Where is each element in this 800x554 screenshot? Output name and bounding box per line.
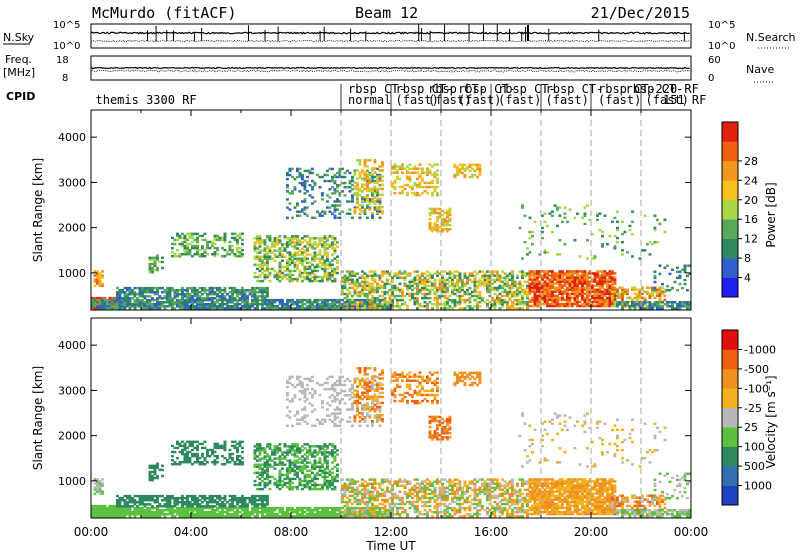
station-title: McMurdo (fitACF) <box>92 4 237 22</box>
y-tick-label: 2000 <box>58 222 86 235</box>
x-tick-label: 00:00 <box>74 525 109 539</box>
cpid-entry: normal <box>348 93 391 107</box>
colorbar-swatch <box>722 160 738 181</box>
cpid-entry: 151 RF <box>663 93 706 107</box>
colorbar-swatch <box>722 407 738 428</box>
velocity-panel: 1000 2000 3000 4000 Slant Range [km] 1000 50… <box>31 317 778 519</box>
colorbar-tick-label: 20 <box>744 194 758 207</box>
y-tick-label: 1000 <box>58 267 86 280</box>
colorbar-swatch <box>722 330 738 350</box>
nsky-tick-bottom: 10^0 <box>53 41 80 52</box>
x-tick-label: 00:00 <box>674 525 709 539</box>
colorbar-tick-label: 24 <box>744 174 758 187</box>
colorbar-tick-label: 4 <box>744 272 751 285</box>
colorbar-swatch <box>722 485 738 506</box>
y-tick-label: 4000 <box>58 131 86 144</box>
cpid-entry: (fast) <box>498 93 541 107</box>
colorbar-swatch <box>722 141 738 162</box>
colorbar-tick-label: 25 <box>744 421 758 434</box>
cpid-entry: (fast) <box>458 93 501 107</box>
cpid-entry: themis 3300 RF <box>96 93 197 107</box>
freq-panel: Freq. [MHz] 18 8 60 0 Nave <box>3 53 774 84</box>
cpid-panel: CPID themis 3300 RF rbsp CT-normal rbsp CT… <box>6 82 706 110</box>
colorbar-swatch <box>722 466 738 486</box>
cpid-entry: (fast) <box>546 93 589 107</box>
cpid-entry: 220 RF <box>656 82 699 96</box>
nsearch-tick-bottom: 10^0 <box>708 41 735 52</box>
freq-label-line1: Freq. <box>5 53 32 66</box>
freq-label-line2: [MHz] <box>3 66 35 79</box>
colorbar-tick-label: -1000 <box>744 343 776 356</box>
nsky-label: N.Sky <box>3 31 35 44</box>
nsearch-label: N.Search <box>746 31 796 44</box>
power-panel: 1000 2000 3000 4000 Slant Range [km] 4 8 12 16… <box>31 109 778 311</box>
cpid-entry: rbsp CT- <box>396 82 454 96</box>
cpid-entry: rbsp CT- <box>626 82 684 96</box>
colorbar-tick-label: 500 <box>744 460 765 473</box>
nsky-frame <box>90 23 692 49</box>
x-tick-label: 16:00 <box>474 525 509 539</box>
y-tick-label: 1000 <box>58 475 86 488</box>
colorbar-swatch <box>722 368 738 389</box>
cpid-entry: (fast) <box>646 93 689 107</box>
y-tick-label: 3000 <box>58 384 86 397</box>
cpid-entry: rbsp CT- <box>458 82 516 96</box>
y-tick-label: 3000 <box>58 176 86 189</box>
colorbar-tick-label: 28 <box>744 155 758 168</box>
colorbar-swatch <box>722 258 738 278</box>
cpid-entry: rbsp CT- <box>428 82 486 96</box>
colorbar-swatch <box>722 219 738 239</box>
freq-tick-bottom: 8 <box>62 73 68 84</box>
colorbar-tick-label: -500 <box>744 363 769 376</box>
nsky-traces <box>90 24 690 43</box>
date-title: 21/Dec/2015 <box>591 4 690 22</box>
colorbar-swatch <box>722 122 738 142</box>
velocity-heatmap-cells <box>91 367 692 518</box>
freq-traces <box>90 66 690 73</box>
velocity-colorbar-label: Velocity [m s⁻¹] <box>764 375 778 468</box>
colorbar-tick-label: 100 <box>744 441 765 454</box>
cpid-entry: (fast) <box>428 93 471 107</box>
colorbar-tick-label: 1000 <box>744 480 772 493</box>
cpid-entry: (fast) <box>396 93 439 107</box>
x-tick-label: 12:00 <box>374 525 409 539</box>
x-tick-label: 04:00 <box>174 525 209 539</box>
nsearch-tick-top: 10^5 <box>708 20 735 31</box>
velocity-ylabel: Slant Range [km] <box>31 366 45 470</box>
power-ylabel: Slant Range [km] <box>31 158 45 262</box>
y-tick-label: 4000 <box>58 339 86 352</box>
power-heatmap-cells <box>91 159 692 310</box>
power-colorbar-label: Power [dB] <box>764 182 778 247</box>
colorbar-swatch <box>722 238 738 259</box>
nave-tick-bottom: 0 <box>708 73 714 84</box>
nsky-panel: N.Sky 10^5 10^0 10^5 10^0 N.Search <box>3 20 796 52</box>
colorbar-swatch <box>722 349 738 370</box>
y-tick-label: 2000 <box>58 430 86 443</box>
x-tick-label: 08:00 <box>274 525 309 539</box>
colorbar-tick-label: -25 <box>744 402 762 415</box>
freq-tick-top: 18 <box>56 55 69 66</box>
colorbar-swatch <box>722 427 738 447</box>
nsky-tick-top: 10^5 <box>53 20 80 31</box>
cpid-label: CPID <box>6 90 35 103</box>
nave-label: Nave <box>746 63 774 76</box>
colorbar-swatch <box>722 277 738 298</box>
colorbar-swatch <box>722 388 738 409</box>
colorbar-swatch <box>722 180 738 201</box>
colorbar-swatch <box>722 446 738 467</box>
colorbar-tick-label: 16 <box>744 213 758 226</box>
x-tick-label: 20:00 <box>574 525 609 539</box>
colorbar-tick-label: -100 <box>744 382 769 395</box>
x-axis-label: Time UT <box>365 539 416 553</box>
nave-tick-top: 60 <box>708 55 721 66</box>
cpid-entry: (fast) <box>598 93 641 107</box>
colorbar-tick-label: 8 <box>744 252 751 265</box>
colorbar-tick-label: 12 <box>744 233 758 246</box>
colorbar-swatch <box>722 199 738 220</box>
cpid-entry: rbsp CT- <box>546 82 604 96</box>
beam-title: Beam 12 <box>355 4 418 22</box>
